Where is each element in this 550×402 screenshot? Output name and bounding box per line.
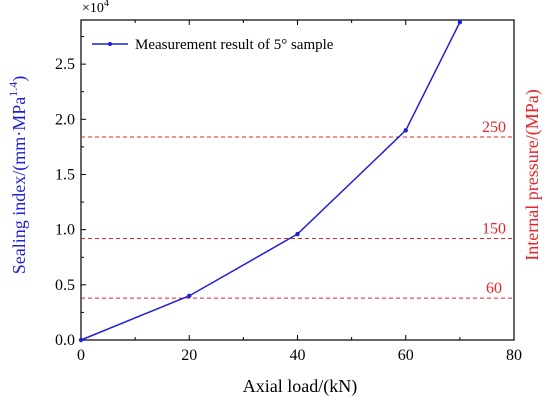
reference-line-label: 60 [486, 280, 502, 297]
legend-marker [108, 42, 112, 46]
data-point [295, 231, 300, 237]
data-point [78, 337, 84, 343]
x-axis-ticks: 0 20 40 60 80 [77, 20, 522, 364]
legend: Measurement result of 5° sample [92, 37, 334, 53]
x-tick-label: 20 [181, 347, 197, 364]
reference-line-label: 250 [482, 119, 506, 136]
y-multiplier-base: ×10 [82, 1, 104, 16]
series-group [78, 20, 463, 343]
x-tick-label: 60 [398, 347, 414, 364]
y-axis-ticks: 0.0 0.5 1.0 1.5 2.0 2.5 [55, 36, 86, 349]
data-point [187, 293, 192, 299]
y-axis-title-left-close: ) [9, 76, 30, 82]
y-axis-multiplier: ×104 [82, 0, 109, 16]
y-tick-label: 2.0 [55, 111, 75, 128]
x-tick-label: 80 [506, 347, 522, 364]
y-axis-title-right: Internal pressure/(MPa) [522, 89, 543, 260]
x-axis-title: Axial load/(kN) [243, 376, 357, 397]
plot-frame [80, 19, 515, 341]
y-tick-label: 0.0 [55, 332, 75, 349]
y-tick-label: 0.5 [55, 277, 75, 294]
y-tick-label: 1.5 [55, 166, 75, 183]
x-tick-label: 0 [77, 347, 85, 364]
legend-label: Measurement result of 5° sample [135, 37, 334, 53]
y-tick-label: 1.0 [55, 222, 75, 239]
reference-line-label: 150 [482, 220, 506, 237]
y-axis-title-left-main: Sealing index/(mm·MPa [9, 97, 30, 274]
y-tick-label: 2.5 [55, 56, 75, 73]
reference-lines: 60 150 250 [81, 119, 514, 299]
y-axis-title-left: Sealing index/(mm·MPa1.4) [6, 76, 30, 274]
series-line [80, 21, 461, 341]
y-axis-title-left-sup: 1.4 [6, 82, 20, 97]
data-point [403, 128, 408, 133]
x-tick-label: 40 [290, 347, 306, 364]
data-point [457, 20, 463, 25]
y-multiplier-exp: 4 [104, 0, 109, 9]
